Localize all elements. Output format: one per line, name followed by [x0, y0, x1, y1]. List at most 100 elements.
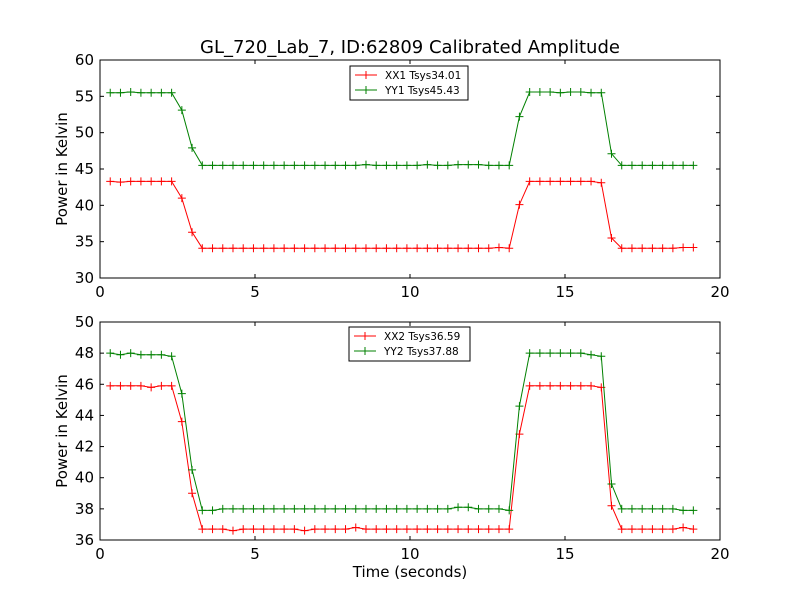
data-point — [116, 88, 125, 97]
data-point — [136, 88, 145, 97]
data-point — [505, 161, 514, 170]
data-point — [668, 161, 677, 170]
data-point — [454, 525, 463, 534]
top-subplot: 0 5 10 15 20 30 35 40 45 50 55 60 Power in Kelvin XX1… — [53, 51, 730, 301]
data-point — [116, 178, 125, 187]
data-point — [147, 177, 156, 186]
data-point — [157, 88, 166, 97]
data-point — [218, 525, 227, 534]
data-point — [402, 504, 411, 513]
data-point — [546, 349, 555, 358]
data-point — [494, 243, 503, 252]
data-point — [556, 349, 565, 358]
data-point — [535, 381, 544, 390]
data-point — [321, 161, 330, 170]
data-point — [372, 244, 381, 253]
y-axis-label: Power in Kelvin — [53, 374, 71, 488]
data-point — [331, 244, 340, 253]
data-point — [668, 525, 677, 534]
data-point — [208, 525, 217, 534]
legend-label: YY1 Tsys45.43 — [384, 85, 460, 97]
data-point — [627, 244, 636, 253]
data-point — [587, 381, 596, 390]
data-point — [361, 160, 370, 169]
data-point — [423, 160, 432, 169]
data-point — [157, 381, 166, 390]
data-point — [300, 526, 309, 535]
data-point — [218, 161, 227, 170]
data-point — [341, 504, 350, 513]
data-point — [443, 161, 452, 170]
data-point — [147, 88, 156, 97]
x-tick-label: 0 — [95, 283, 105, 301]
y-tick-label: 55 — [75, 87, 94, 105]
data-point — [668, 504, 677, 513]
data-point — [177, 389, 186, 398]
data-point — [617, 504, 626, 513]
data-point — [392, 525, 401, 534]
data-point — [454, 160, 463, 169]
data-point — [351, 504, 360, 513]
x-tick-label: 15 — [555, 545, 574, 563]
data-point — [177, 417, 186, 426]
data-point — [627, 504, 636, 513]
data-point — [689, 161, 698, 170]
data-point — [443, 525, 452, 534]
x-tick-label: 5 — [250, 283, 260, 301]
data-point — [310, 161, 319, 170]
data-point — [535, 349, 544, 358]
data-point — [249, 525, 258, 534]
data-point — [546, 87, 555, 96]
data-point — [576, 381, 585, 390]
data-point — [218, 244, 227, 253]
data-point — [361, 244, 370, 253]
data-point — [607, 149, 616, 158]
data-point — [198, 244, 207, 253]
data-point — [331, 161, 340, 170]
data-point — [167, 177, 176, 186]
data-point — [341, 244, 350, 253]
data-point — [679, 161, 688, 170]
data-point — [188, 228, 197, 237]
data-point — [484, 244, 493, 253]
data-point — [321, 244, 330, 253]
data-point — [392, 504, 401, 513]
data-point — [126, 349, 135, 358]
data-point — [423, 504, 432, 513]
data-point — [269, 244, 278, 253]
data-point — [535, 177, 544, 186]
data-point — [361, 504, 370, 513]
data-point — [617, 161, 626, 170]
data-point — [351, 523, 360, 532]
data-point — [392, 161, 401, 170]
data-point — [106, 177, 115, 186]
data-point — [484, 161, 493, 170]
data-point — [106, 349, 115, 358]
data-point — [280, 161, 289, 170]
data-point — [423, 244, 432, 253]
data-point — [269, 161, 278, 170]
data-point — [382, 161, 391, 170]
data-point — [597, 88, 606, 97]
data-point — [648, 161, 657, 170]
data-point — [587, 88, 596, 97]
data-point — [372, 525, 381, 534]
y-tick-label: 45 — [75, 160, 94, 178]
y-tick-label: 48 — [75, 344, 94, 362]
data-point — [341, 525, 350, 534]
data-point — [668, 244, 677, 253]
data-point — [208, 506, 217, 515]
data-point — [188, 143, 197, 152]
data-point — [228, 161, 237, 170]
x-tick-label: 5 — [250, 545, 260, 563]
data-point — [300, 504, 309, 513]
data-point — [576, 87, 585, 96]
data-point — [443, 504, 452, 513]
data-point — [413, 504, 422, 513]
data-point — [566, 381, 575, 390]
data-point — [433, 244, 442, 253]
data-point — [157, 177, 166, 186]
data-point — [505, 244, 514, 253]
data-point — [464, 244, 473, 253]
